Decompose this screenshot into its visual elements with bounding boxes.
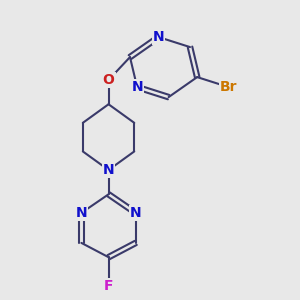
Text: N: N [76, 206, 87, 220]
Text: N: N [153, 30, 164, 44]
Text: N: N [130, 206, 142, 220]
Text: O: O [103, 73, 115, 87]
Text: F: F [104, 279, 113, 293]
Text: Br: Br [220, 80, 237, 94]
Text: N: N [103, 163, 114, 177]
Text: N: N [131, 80, 143, 94]
